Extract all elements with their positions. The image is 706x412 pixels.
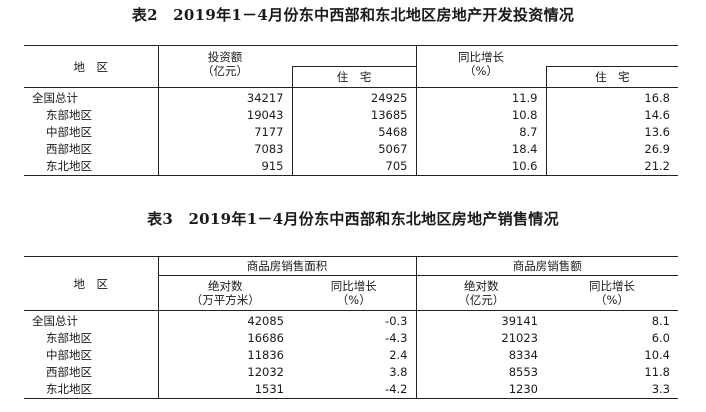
table2-invest-header: 投资额 （亿元） — [157, 45, 292, 88]
invest-cell: 7083 — [157, 141, 292, 158]
sales-cell: 8553 — [415, 364, 546, 381]
table-row: 中部地区 11836 2.4 8334 10.4 — [24, 347, 678, 364]
area-cell: 42085 — [157, 310, 292, 330]
region-cell: 中部地区 — [46, 348, 92, 362]
growth-cell: 8.7 — [415, 124, 546, 141]
region-cell: 东部地区 — [46, 331, 92, 345]
table3-sales-growth-header: 同比增长 （%） — [546, 275, 678, 311]
area-growth-cell: 3.8 — [389, 365, 408, 379]
growth-cell: 18.4 — [415, 141, 546, 158]
sales-growth-cell: 8.1 — [651, 314, 670, 328]
area-cell: 16686 — [157, 330, 292, 347]
invest-housing-cell: 13685 — [291, 107, 416, 124]
table-row: 西部地区 7083 5067 18.4 26.9 — [24, 141, 678, 158]
region-cell: 中部地区 — [46, 125, 92, 139]
sales-cell: 39141 — [415, 310, 546, 330]
sales-growth-cell: 11.8 — [644, 365, 670, 379]
region-cell: 西部地区 — [46, 365, 92, 379]
sales-cell: 21023 — [415, 330, 546, 347]
table3-sales-group-header: 商品房销售额 — [415, 256, 678, 276]
table3-region-header: 地 区 — [24, 256, 158, 311]
table2-growth-header: 同比增长 （%） — [415, 45, 546, 88]
growth-cell: 11.9 — [415, 87, 546, 107]
growth-cell: 10.8 — [415, 107, 546, 124]
growth-housing-cell: 26.9 — [545, 141, 678, 158]
sales-cell: 8334 — [415, 347, 546, 364]
table3-sales-abs-header: 绝对数 （亿元） — [415, 275, 546, 311]
table2-title: 表2 2019年1－4月份东中西部和东北地区房地产开发投资情况 — [131, 6, 575, 24]
area-growth-cell: 2.4 — [389, 348, 408, 362]
area-growth-cell: -4.3 — [385, 331, 408, 345]
table3-area-growth-header: 同比增长 （%） — [292, 275, 416, 311]
table2-housing-header: 住 宅 — [291, 66, 416, 88]
table-row: 全国总计 34217 24925 11.9 16.8 — [24, 87, 678, 107]
sales-growth-cell: 10.4 — [644, 348, 670, 362]
table2: 地 区 投资额 （亿元） 同比增长 （%） 住 宅 住 宅 全国总计 34217 2… — [24, 45, 678, 176]
sales-growth-cell: 3.3 — [546, 381, 678, 399]
region-cell: 西部地区 — [46, 142, 92, 156]
area-cell: 11836 — [157, 347, 292, 364]
region-cell: 东北地区 — [24, 381, 158, 399]
sales-cell: 1230 — [415, 381, 546, 399]
table-row: 东北地区 915 705 10.6 21.2 — [24, 158, 678, 176]
table-row: 西部地区 12032 3.8 8553 11.8 — [24, 364, 678, 381]
region-cell: 全国总计 — [32, 314, 78, 328]
invest-housing-cell: 5468 — [291, 124, 416, 141]
table-row: 东部地区 19043 13685 10.8 14.6 — [24, 107, 678, 124]
invest-housing-cell: 24925 — [291, 87, 416, 107]
table3-area-group-header: 商品房销售面积 — [157, 256, 416, 276]
area-growth-cell: -4.2 — [292, 381, 416, 399]
region-cell: 东部地区 — [46, 108, 92, 122]
growth-housing-cell: 16.8 — [545, 87, 678, 107]
invest-cell: 915 — [157, 158, 292, 176]
growth-housing-cell: 13.6 — [545, 124, 678, 141]
invest-housing-cell: 705 — [291, 158, 416, 176]
invest-cell: 34217 — [157, 87, 292, 107]
table-row: 东北地区 1531 -4.2 1230 3.3 — [24, 381, 678, 399]
table-row: 全国总计 42085 -0.3 39141 8.1 — [24, 310, 678, 330]
region-cell: 东北地区 — [24, 158, 158, 176]
table-row: 中部地区 7177 5468 8.7 13.6 — [24, 124, 678, 141]
table3-title: 表3 2019年1－4月份东中西部和东北地区房地产销售情况 — [147, 210, 559, 228]
sales-growth-cell: 6.0 — [651, 331, 670, 345]
region-cell: 全国总计 — [32, 91, 78, 105]
table3-area-abs-header: 绝对数 （万平方米） — [157, 275, 292, 311]
area-cell: 12032 — [157, 364, 292, 381]
table3: 地 区 商品房销售面积 商品房销售额 绝对数 （万平方米） 同比增长 （%） 绝… — [24, 256, 678, 399]
growth-housing-cell: 21.2 — [545, 158, 678, 176]
area-cell: 1531 — [157, 381, 292, 399]
invest-housing-cell: 5067 — [291, 141, 416, 158]
growth-housing-cell: 14.6 — [545, 107, 678, 124]
table2-region-header: 地 区 — [24, 45, 158, 88]
table-row: 东部地区 16686 -4.3 21023 6.0 — [24, 330, 678, 347]
growth-cell: 10.6 — [415, 158, 546, 176]
invest-cell: 7177 — [157, 124, 292, 141]
area-growth-cell: -0.3 — [385, 314, 408, 328]
invest-cell: 19043 — [157, 107, 292, 124]
table2-growth-housing-header: 住 宅 — [545, 66, 678, 88]
